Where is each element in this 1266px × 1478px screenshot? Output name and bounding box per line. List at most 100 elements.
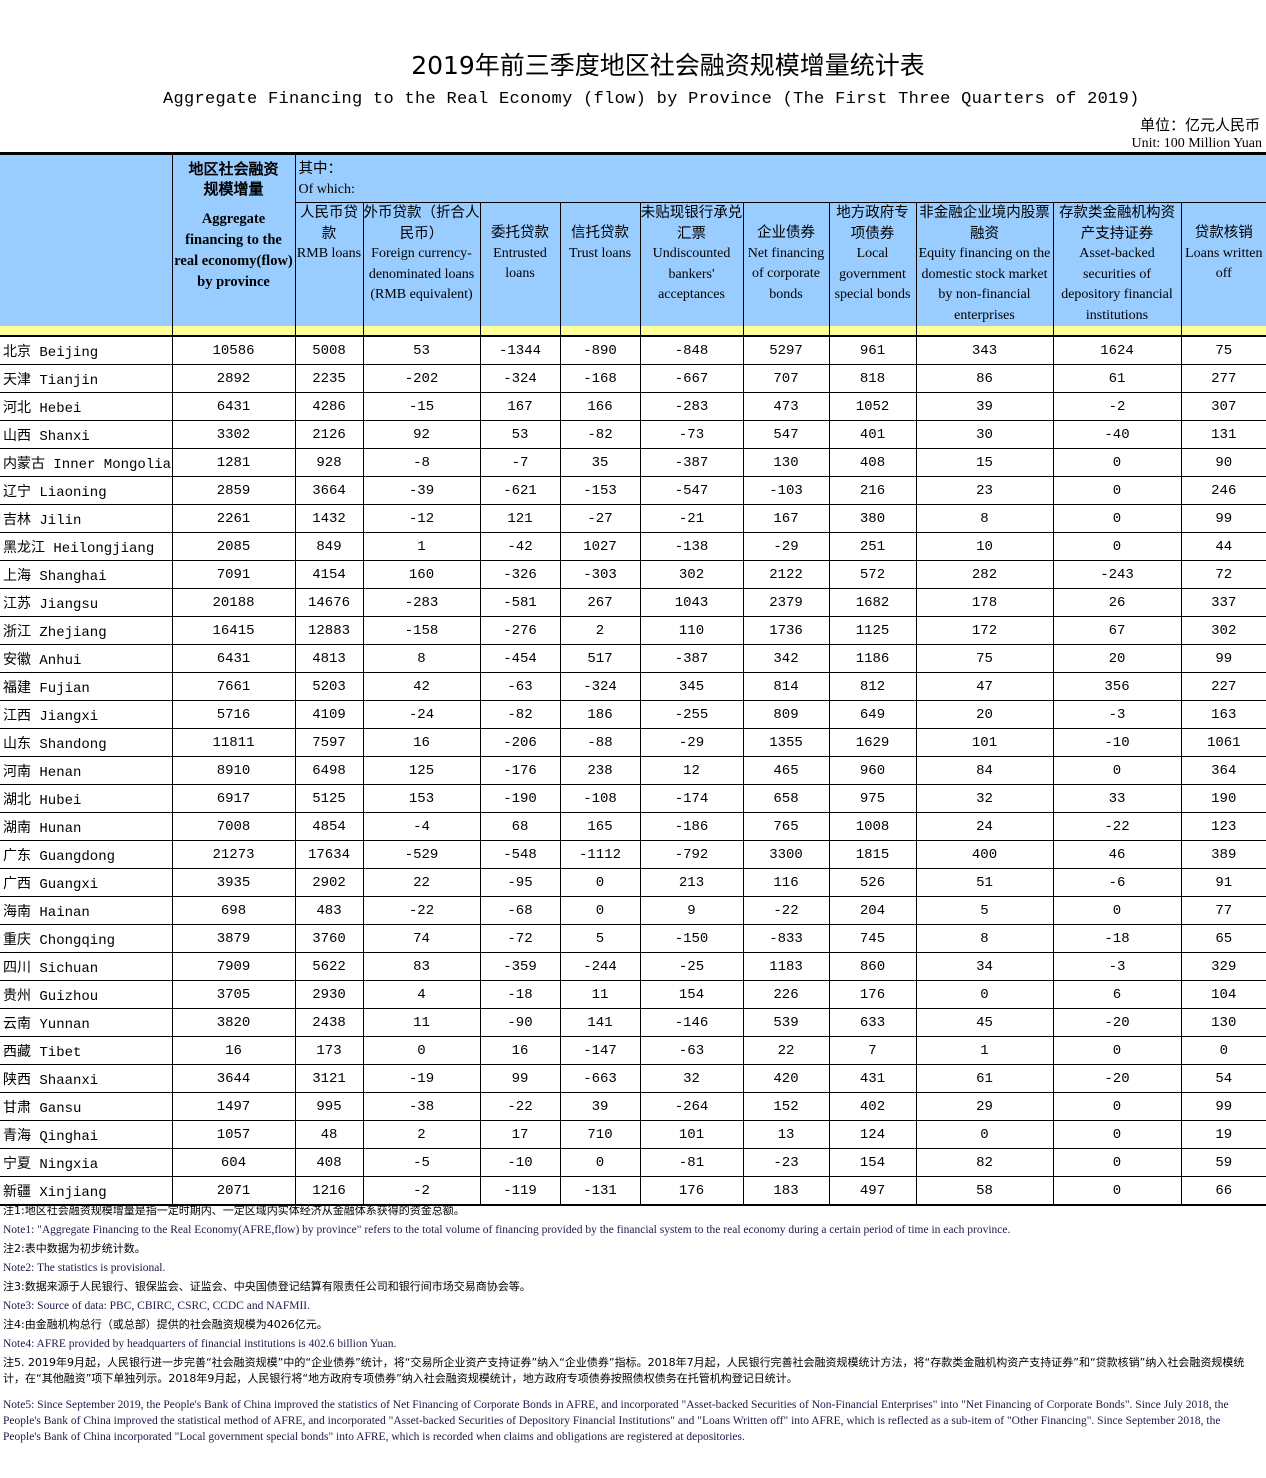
value-cell: -10 — [479, 1148, 560, 1177]
value-cell: 707 — [742, 364, 829, 393]
page-subtitle: Aggregate Financing to the Real Economy … — [163, 90, 1140, 109]
province-cell: 西藏 Tibet — [0, 1036, 172, 1065]
value-cell: -119 — [479, 1176, 560, 1206]
value-cell: 0 — [915, 1120, 1053, 1149]
value-cell: 4813 — [294, 644, 363, 673]
value-cell: 183 — [742, 1176, 829, 1206]
value-cell: 176 — [828, 980, 916, 1009]
table-row: 河南 Henan 8910 6498 125 -176 238 12 465 960 84 0 364 — [0, 756, 1266, 785]
value-cell: -255 — [639, 700, 743, 729]
value-cell: 400 — [915, 840, 1053, 869]
value-cell: 710 — [559, 1120, 640, 1149]
value-cell: -138 — [639, 532, 743, 561]
value-cell: 45 — [915, 1008, 1053, 1037]
value-cell: 809 — [742, 700, 829, 729]
province-cell: 吉林 Jilin — [0, 504, 172, 533]
column-header-en: Undiscounted bankers' acceptances — [652, 246, 731, 302]
value-cell: 0 — [1052, 896, 1181, 925]
value-cell: 1815 — [828, 840, 916, 869]
table-row: 上海 Shanghai 7091 4154 160 -326 -303 302 2122 572… — [0, 560, 1266, 589]
value-cell: 153 — [362, 784, 480, 813]
value-cell: 84 — [915, 756, 1053, 785]
value-cell: 17634 — [294, 840, 363, 869]
of-which-header: 其中： Of which: — [294, 152, 1266, 203]
value-cell: 5297 — [742, 336, 829, 365]
value-cell: -24 — [362, 700, 480, 729]
value-cell: 8 — [915, 504, 1053, 533]
value-cell: 251 — [828, 532, 916, 561]
value-cell: -38 — [362, 1092, 480, 1121]
province-cell: 江西 Jiangxi — [0, 700, 172, 729]
table-row: 广西 Guangxi 3935 2902 22 -95 0 213 116 526 51 -6 91 — [0, 868, 1266, 897]
value-cell: -72 — [479, 924, 560, 953]
province-cell: 天津 Tianjin — [0, 364, 172, 393]
province-cell: 河北 Hebei — [0, 392, 172, 421]
value-cell: 1052 — [828, 392, 916, 421]
column-header-en: Trust loans — [568, 245, 632, 261]
value-cell: 2122 — [742, 560, 829, 589]
value-cell: -150 — [639, 924, 743, 953]
note: Note1: "Aggregate Financing to the Real … — [3, 1224, 1011, 1236]
column-header-en: Entrusted loans — [493, 245, 547, 282]
value-cell: 3644 — [171, 1064, 295, 1093]
note: Note4: AFRE provided by headquarters of … — [3, 1338, 397, 1350]
column-header-en: Local government special bonds — [834, 246, 911, 302]
table-row: 天津 Tianjin 2892 2235 -202 -324 -168 -667 707 818… — [0, 364, 1266, 393]
province-cell: 陕西 Shaanxi — [0, 1064, 172, 1093]
value-cell: 497 — [828, 1176, 916, 1206]
notes: 注1:地区社会融资规模增量是指一定时期内、一定区域内实体经济从金融体系获得的资金… — [3, 1203, 1261, 1448]
column-header: 人民币贷款 RMB loans — [294, 202, 363, 326]
value-cell: -890 — [559, 336, 640, 365]
value-cell: 20 — [1052, 644, 1181, 673]
value-cell: 141 — [559, 1008, 640, 1037]
value-cell: -581 — [479, 588, 560, 617]
province-header — [0, 152, 172, 326]
value-cell: 1355 — [742, 728, 829, 757]
value-cell: 5 — [559, 924, 640, 953]
value-cell: 11 — [559, 980, 640, 1009]
table-row: 北京 Beijing 10586 5008 53 -1344 -890 -848 5297 96… — [0, 336, 1266, 365]
value-cell: 5622 — [294, 952, 363, 981]
table-row: 山东 Shandong 11811 7597 16 -206 -88 -29 1355 1629… — [0, 728, 1266, 757]
value-cell: 53 — [479, 420, 560, 449]
value-cell: 408 — [294, 1148, 363, 1177]
province-cell: 贵州 Guizhou — [0, 980, 172, 1009]
value-cell: 5125 — [294, 784, 363, 813]
value-cell: -4 — [362, 812, 480, 841]
value-cell: -63 — [479, 672, 560, 701]
value-cell: 10586 — [171, 336, 295, 365]
value-cell: -833 — [742, 924, 829, 953]
value-cell: 154 — [828, 1148, 916, 1177]
table-row: 甘肃 Gansu 1497 995 -38 -22 39 -264 152 402 29 0 99 — [0, 1092, 1266, 1121]
province-cell: 江苏 Jiangsu — [0, 588, 172, 617]
value-cell: 1281 — [171, 448, 295, 477]
table-row: 山西 Shanxi 3302 2126 92 53 -82 -73 547 401 30 -40 13… — [0, 420, 1266, 449]
value-cell: 473 — [742, 392, 829, 421]
value-cell: 22 — [362, 868, 480, 897]
of-which-en: Of which: — [298, 181, 355, 197]
value-cell: 431 — [828, 1064, 916, 1093]
value-cell: -23 — [742, 1148, 829, 1177]
value-cell: -81 — [639, 1148, 743, 1177]
value-cell: -20 — [1052, 1064, 1181, 1093]
value-cell: 2930 — [294, 980, 363, 1009]
column-header: 未贴现银行承兑汇票 Undiscounted bankers' acceptanc… — [639, 202, 743, 326]
value-cell: 960 — [828, 756, 916, 785]
value-cell: 5203 — [294, 672, 363, 701]
value-cell: 633 — [828, 1008, 916, 1037]
column-header-cn: 非金融企业境内股票融资 — [919, 205, 1050, 242]
value-cell: 42 — [362, 672, 480, 701]
value-cell: 0 — [362, 1036, 480, 1065]
value-cell: 173 — [294, 1036, 363, 1065]
value-cell: 3664 — [294, 476, 363, 505]
value-cell: 3935 — [171, 868, 295, 897]
value-cell: 53 — [362, 336, 480, 365]
value-cell: 154 — [639, 980, 743, 1009]
value-cell: 1216 — [294, 1176, 363, 1206]
column-header-cn: 地方政府专项债券 — [836, 205, 909, 242]
value-cell: 3820 — [171, 1008, 295, 1037]
province-cell: 上海 Shanghai — [0, 560, 172, 589]
value-cell: 401 — [828, 420, 916, 449]
value-cell: -20 — [1052, 1008, 1181, 1037]
table-row: 青海 Qinghai 1057 48 2 17 710 101 13 124 0 0 19 — [0, 1120, 1266, 1149]
